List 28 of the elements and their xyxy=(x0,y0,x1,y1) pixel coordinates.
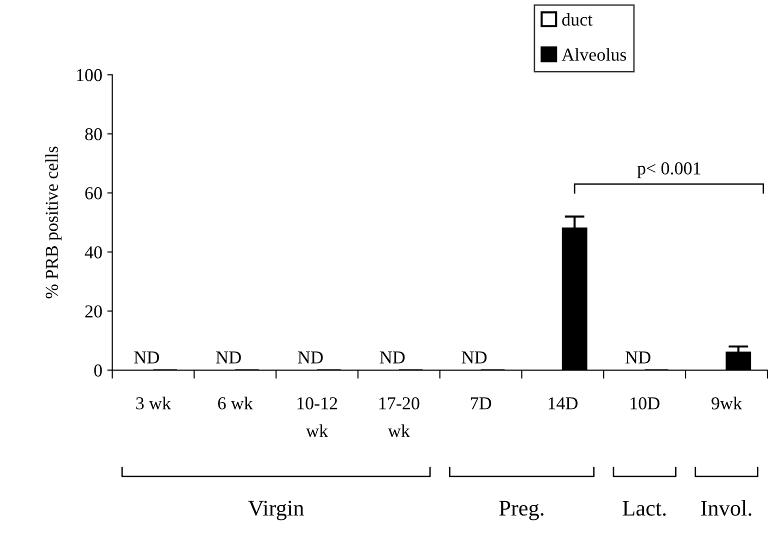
x-tick-label: 6 wk xyxy=(218,396,253,410)
x-tick-label: 17-20 wk xyxy=(379,397,420,438)
x-tick-label: 7D xyxy=(470,397,492,410)
y-tick-label: 80 xyxy=(85,128,102,140)
annotation: ND xyxy=(134,352,159,364)
y-axis-title: % PRB positive cells xyxy=(45,146,62,298)
y-tick-label: 60 xyxy=(85,187,102,200)
annotation: ND xyxy=(626,352,650,364)
text: Virgin xyxy=(248,500,304,520)
x-tick-label: 10-12 wk xyxy=(298,397,338,438)
y-tick-label: 0 xyxy=(94,364,102,377)
annotation: ND xyxy=(298,352,323,364)
text: Invol. xyxy=(701,500,752,516)
annotation: ND xyxy=(380,352,405,364)
y-tick-label: 100 xyxy=(77,69,102,82)
text: Preg. xyxy=(499,500,544,520)
y-tick-label: 20 xyxy=(85,305,102,318)
y-tick-label: 40 xyxy=(84,246,102,258)
x-tick-label: 14D xyxy=(548,397,578,410)
annotation: ND xyxy=(462,352,487,364)
x-tick-label: 10D xyxy=(630,397,660,410)
x-tick-label: 3 wk xyxy=(136,396,172,410)
annotation: ND xyxy=(216,352,241,364)
annotation: p< 0.001 xyxy=(637,162,700,178)
x-tick-label: 9wk xyxy=(712,396,742,410)
text: Lact. xyxy=(622,500,666,516)
legend-label: duct xyxy=(562,12,593,26)
legend-label: Alveolus xyxy=(562,48,626,61)
